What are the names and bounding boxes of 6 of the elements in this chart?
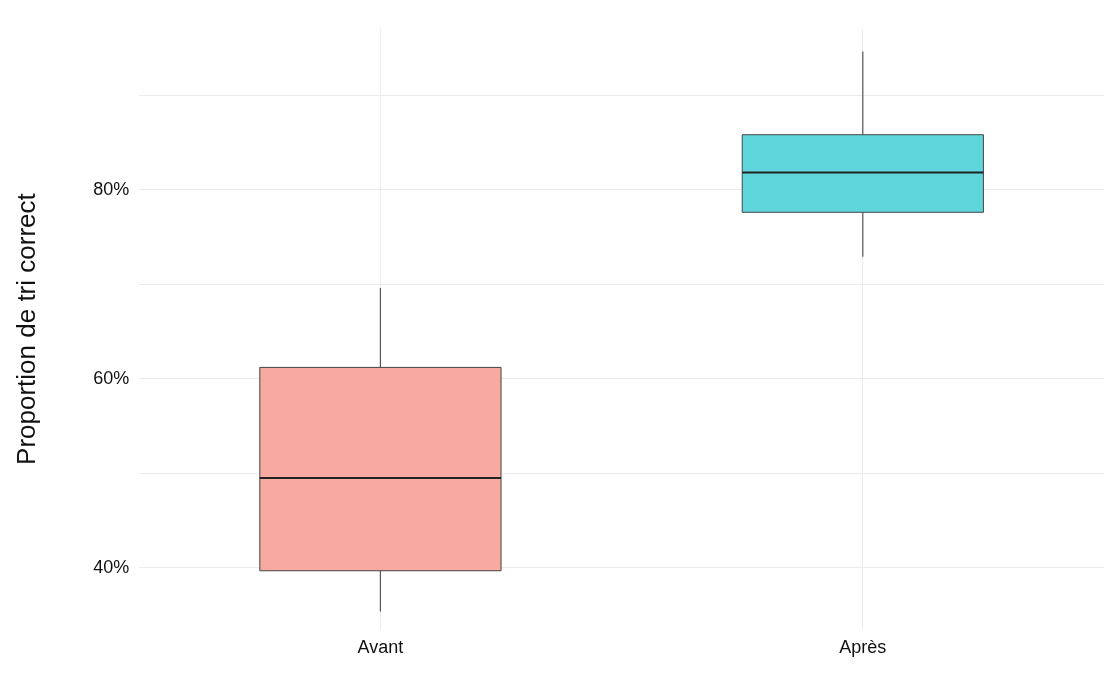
y-tick-label: 40% <box>93 556 130 577</box>
x-tick-label: Après <box>839 637 887 658</box>
x-tick-label: Avant <box>357 637 404 658</box>
y-tick-label: 80% <box>93 178 130 199</box>
y-tick-label: 60% <box>93 367 130 388</box>
y-axis-title: Proportion de tri correct <box>10 192 41 465</box>
